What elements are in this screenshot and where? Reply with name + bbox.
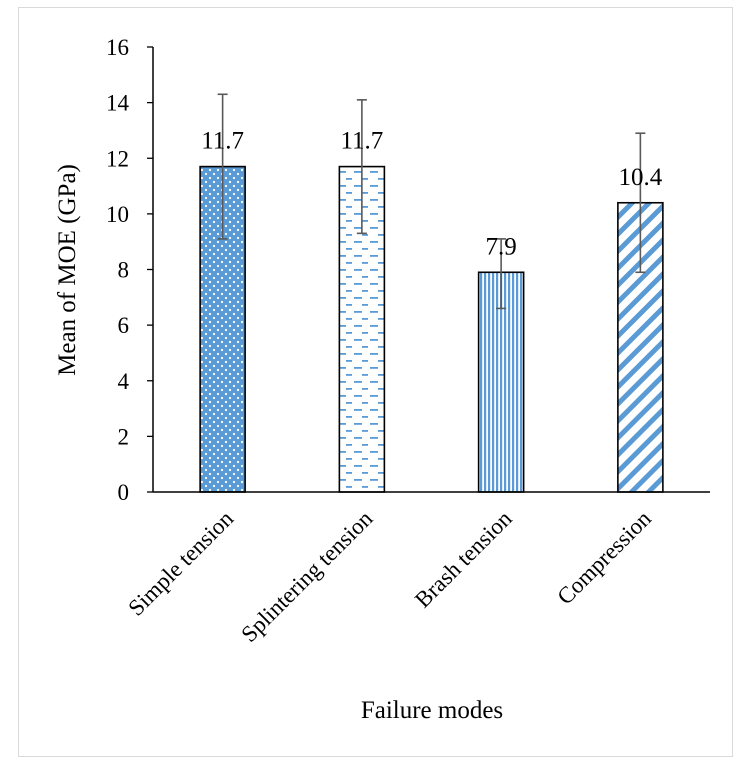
axes: [152, 47, 710, 493]
data-label: 7.9: [486, 233, 517, 260]
x-tick-label: Brash tension: [410, 506, 517, 613]
y-tick-label: 0: [118, 480, 130, 505]
x-axis-title: Failure modes: [361, 697, 503, 724]
x-tick-label: Simple tension: [123, 506, 238, 621]
data-label: 11.7: [201, 128, 244, 155]
y-tick-label: 14: [106, 91, 130, 116]
error-bar: [635, 132, 646, 274]
bars: [199, 165, 664, 493]
error-bars: [217, 93, 646, 310]
y-tick-label: 2: [118, 424, 130, 449]
x-tick-label: Splintering tension: [236, 506, 377, 647]
error-bar: [217, 93, 228, 240]
data-label: 10.4: [619, 164, 663, 191]
y-axis-title: Mean of MOE (GPa): [54, 164, 81, 376]
y-tick-label: 4: [118, 369, 130, 394]
error-bar: [496, 238, 507, 310]
error-bar: [356, 99, 367, 235]
y-tick-label: 16: [106, 35, 129, 60]
x-tick-label: Compression: [552, 506, 656, 610]
y-tick-label: 6: [118, 313, 130, 338]
data-labels: 11.7 11.7 7.9 10.4: [201, 128, 663, 261]
y-tick-label: 8: [118, 258, 130, 283]
y-axis-ticks: 0 2 4 6 8 10 12 14 16: [106, 35, 153, 505]
data-label: 11.7: [340, 128, 383, 155]
y-tick-label: 12: [106, 146, 129, 171]
y-tick-label: 10: [106, 202, 129, 227]
